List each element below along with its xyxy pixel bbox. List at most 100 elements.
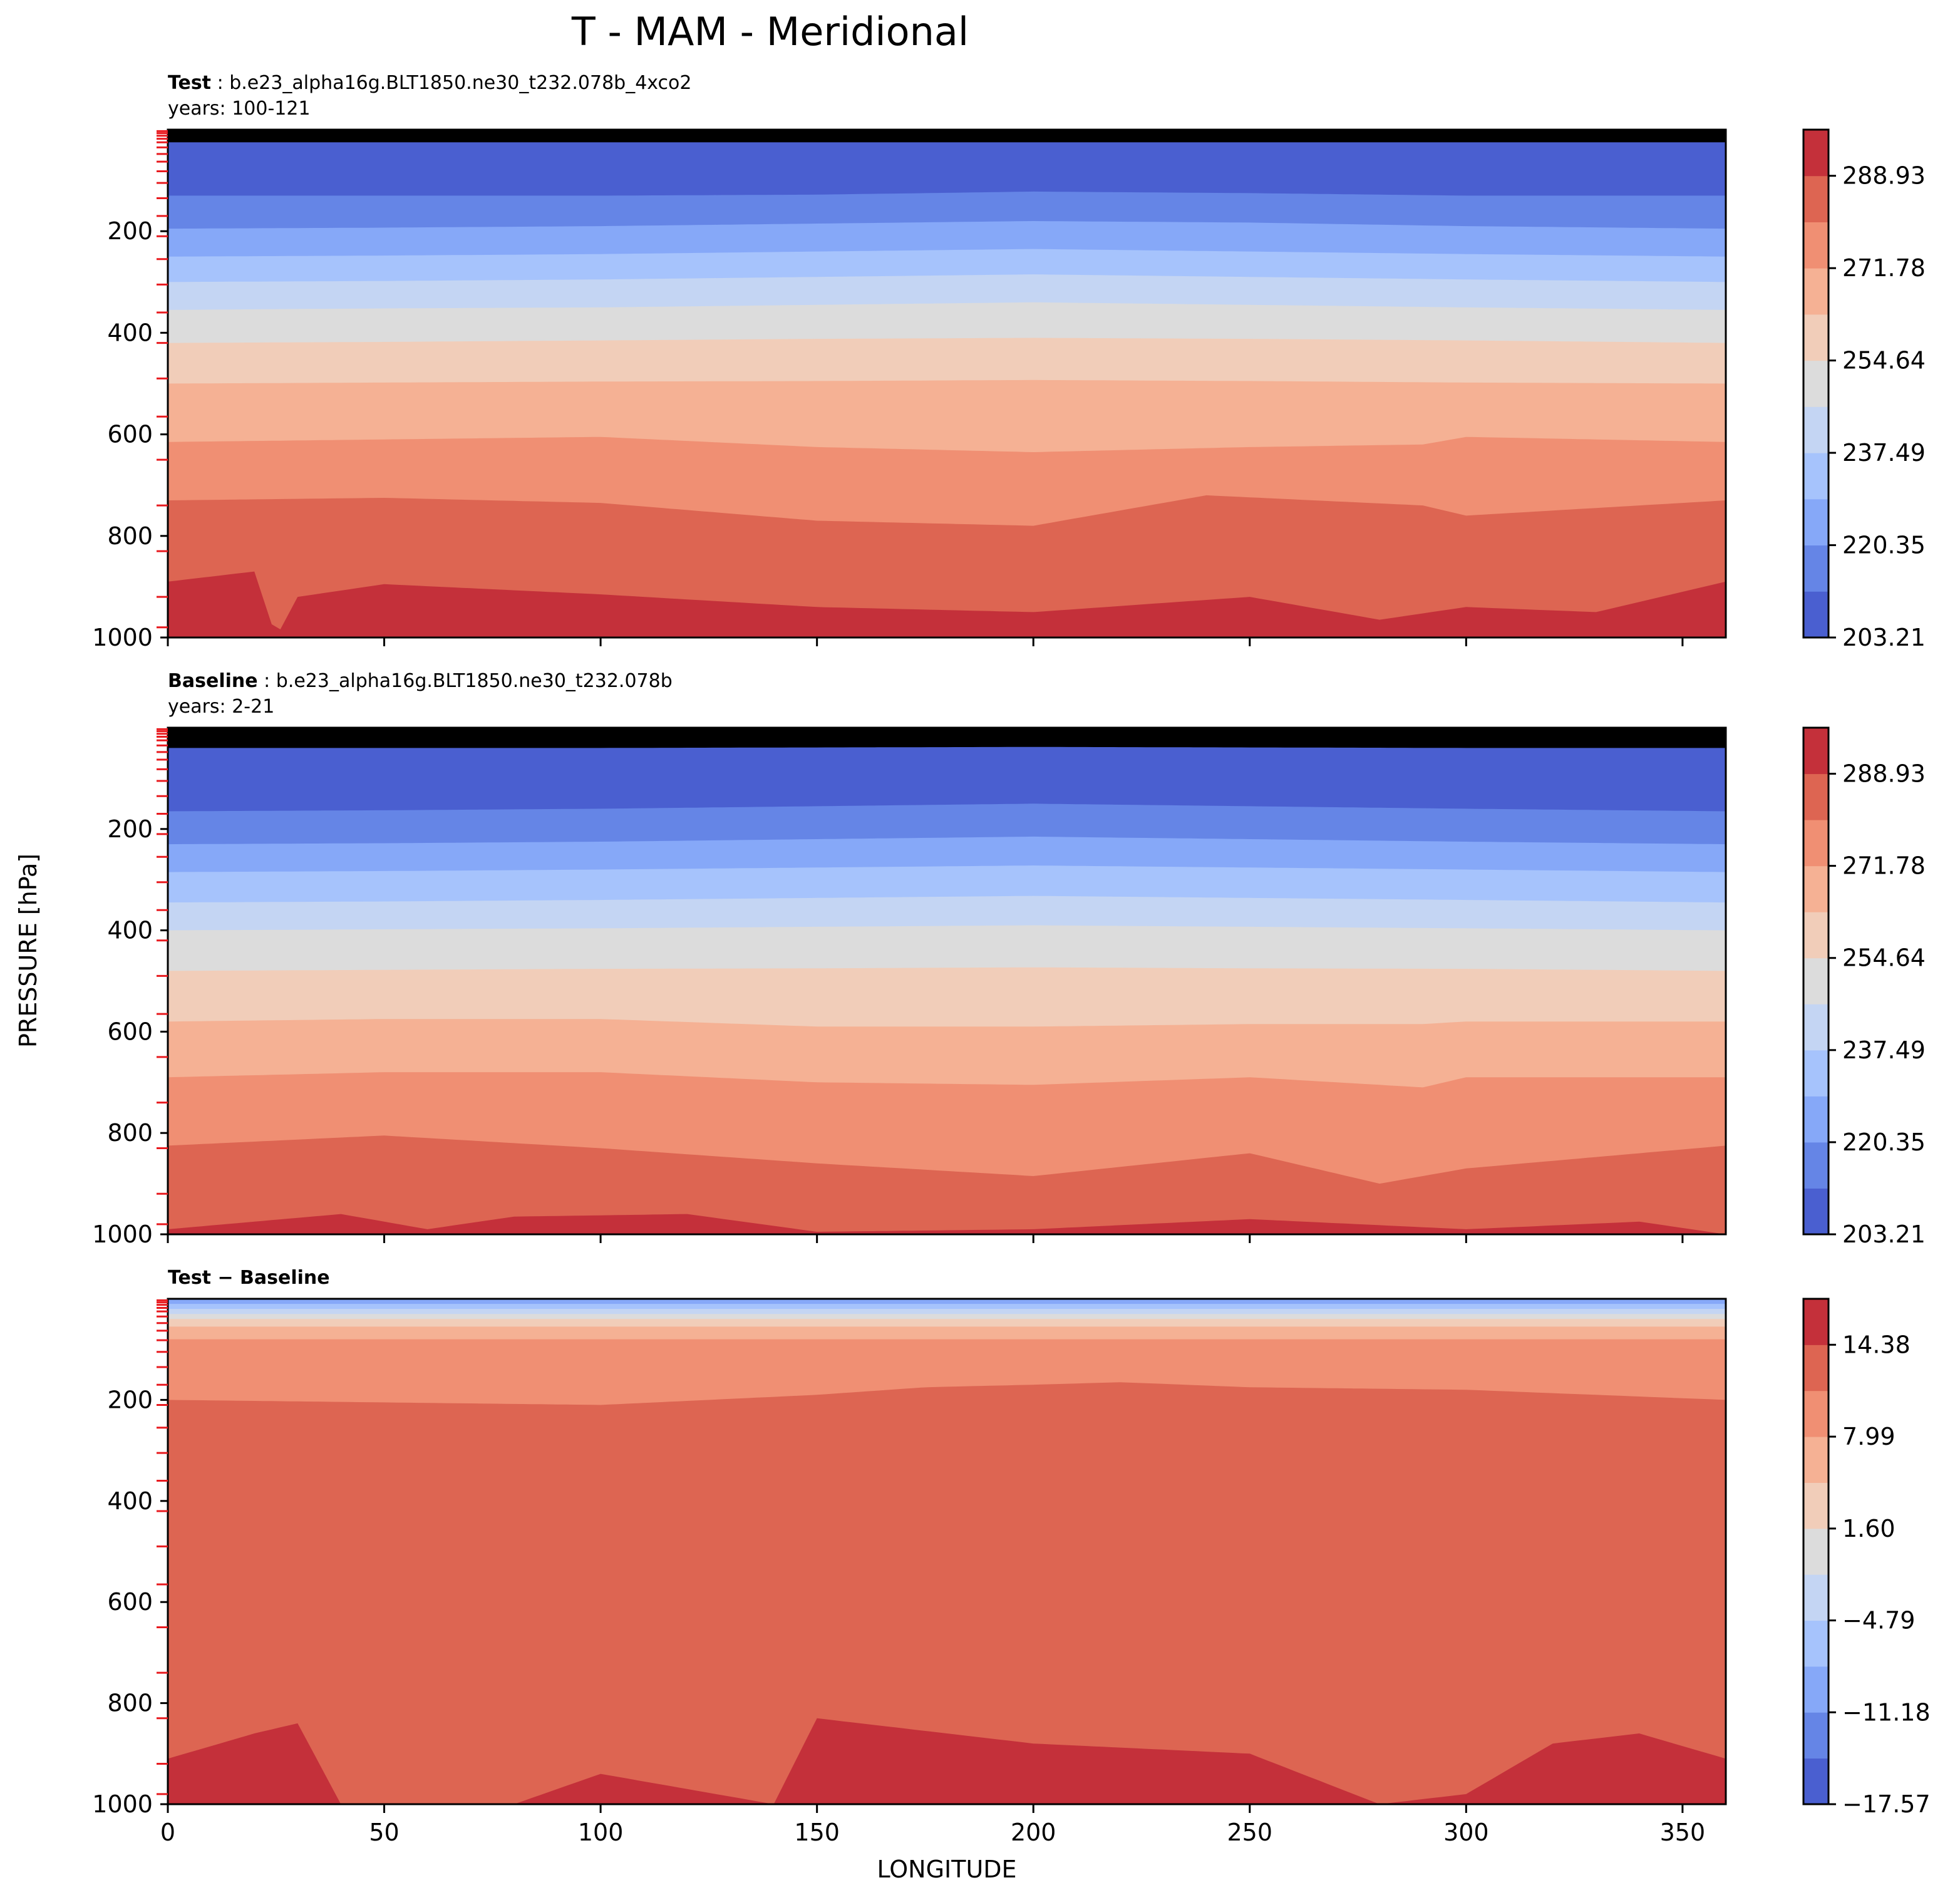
colorbar-segment [1803, 453, 1828, 500]
colorbar-tick-label: 1.60 [1842, 1515, 1896, 1542]
contour-band [168, 571, 1726, 638]
colorbar-segment [1803, 222, 1828, 269]
panel-difference: Test − Baseline 200 400 600 800 1000 0 50 100 150… [92, 1267, 1930, 1846]
colorbar-segment [1803, 1482, 1828, 1529]
colorbar-tick-label: 254.64 [1842, 347, 1926, 374]
colorbar-segment [1803, 1004, 1828, 1051]
y-tick-label: 1000 [92, 624, 153, 651]
contour-band [168, 1382, 1726, 1804]
colorbar-segment [1803, 1390, 1828, 1437]
x-axis-label: LONGITUDE [877, 1856, 1016, 1883]
colorbar-tick-label: 14.38 [1842, 1331, 1911, 1358]
colorbar-segment [1803, 1620, 1828, 1667]
colorbar-tick-label: −11.18 [1842, 1698, 1931, 1726]
colorbar-frame [1802, 1298, 1830, 1805]
colorbar-tick-label: 220.35 [1842, 1128, 1926, 1156]
y-tick-label: 800 [107, 522, 153, 550]
colorbar-segment [1803, 1299, 1828, 1345]
x-tick-label: 100 [578, 1819, 624, 1846]
panel-label-case: : b.e23_alpha16g.BLT1850.ne30_t232.078b [258, 670, 673, 692]
colorbar-segment [1803, 545, 1828, 592]
panel-years: years: 2-21 [168, 696, 274, 718]
colorbar-segment [1803, 1050, 1828, 1097]
colorbar-tick-label: 271.78 [1842, 852, 1926, 880]
colorbar-tick-label: 288.93 [1842, 760, 1926, 788]
panel-label: Test − Baseline [168, 1267, 330, 1289]
colorbar-tick-label: 220.35 [1842, 532, 1926, 559]
colorbar-tick-label: 237.49 [1842, 439, 1926, 467]
colorbar-tick-label: 271.78 [1842, 254, 1926, 282]
colorbar-segment [1803, 175, 1828, 222]
plot-frame [167, 726, 1727, 1236]
colorbar-segment [1803, 1528, 1828, 1575]
colorbar-tick-label: 237.49 [1842, 1036, 1926, 1064]
colorbar-segment [1803, 1437, 1828, 1483]
panel-label: Test : b.e23_alpha16g.BLT1850.ne30_t232.… [168, 72, 691, 94]
colorbar-segment [1803, 360, 1828, 407]
y-tick-label: 600 [107, 421, 153, 448]
colorbar-segment [1803, 912, 1828, 959]
y-tick-label: 200 [107, 217, 153, 245]
y-tick-label: 1000 [92, 1790, 153, 1818]
colorbar-frame [1802, 726, 1830, 1236]
colorbar-segment [1803, 268, 1828, 315]
x-tick-label: 150 [794, 1819, 840, 1846]
colorbar-segment [1803, 1142, 1828, 1189]
contour-band [168, 1718, 1726, 1804]
y-tick-label: 400 [107, 917, 153, 944]
colorbar-frame [1802, 128, 1830, 639]
panel-label-bold: Test − Baseline [168, 1267, 330, 1289]
y-tick-label: 800 [107, 1119, 153, 1147]
x-tick-label: 200 [1011, 1819, 1056, 1846]
y-tick-label: 800 [107, 1690, 153, 1717]
colorbar-segment [1803, 1574, 1828, 1621]
contour-band [168, 1135, 1726, 1234]
plot-frame [167, 1298, 1727, 1805]
colorbar-tick-label: 254.64 [1842, 944, 1926, 972]
colorbar-segment [1803, 591, 1828, 638]
panel-baseline: Baseline : b.e23_alpha16g.BLT1850.ne30_t… [92, 670, 1926, 1248]
y-tick-label: 200 [107, 815, 153, 843]
colorbar-segment [1803, 820, 1828, 867]
colorbar-segment [1803, 1345, 1828, 1391]
y-tick-label: 400 [107, 319, 153, 346]
x-tick-label: 50 [369, 1819, 399, 1846]
contour-band [168, 1214, 1726, 1234]
figure-title: T - MAM - Meridional [571, 9, 969, 54]
panel-years: years: 100-121 [168, 98, 311, 120]
y-tick-label: 600 [107, 1018, 153, 1045]
y-tick-label: 200 [107, 1386, 153, 1413]
colorbar-tick-label: −4.79 [1842, 1607, 1915, 1634]
panel-test: Test : b.e23_alpha16g.BLT1850.ne30_t232.… [92, 72, 1926, 651]
y-tick-label: 600 [107, 1588, 153, 1616]
colorbar-tick-label: 203.21 [1842, 1221, 1926, 1248]
colorbar-segment [1803, 865, 1828, 912]
colorbar-tick-label: 203.21 [1842, 624, 1926, 651]
y-axis-label: PRESSURE [hPa] [14, 854, 42, 1048]
colorbar-segment [1803, 406, 1828, 453]
colorbar-tick-label: 7.99 [1842, 1423, 1896, 1450]
x-tick-label: 250 [1227, 1819, 1273, 1846]
panel-label: Baseline : b.e23_alpha16g.BLT1850.ne30_t… [168, 670, 673, 692]
colorbar-segment [1803, 1666, 1828, 1713]
colorbar-segment [1803, 314, 1828, 361]
plot-frame [167, 128, 1727, 639]
x-tick-label: 300 [1443, 1819, 1489, 1846]
colorbar-segment [1803, 1712, 1828, 1759]
colorbar-segment [1803, 130, 1828, 177]
x-tick-label: 0 [160, 1819, 175, 1846]
panel-label-bold: Baseline [168, 670, 258, 692]
colorbar-segment [1803, 773, 1828, 820]
colorbar-tick-label: 288.93 [1842, 162, 1926, 190]
colorbar-segment [1803, 1188, 1828, 1235]
panel-label-case: : b.e23_alpha16g.BLT1850.ne30_t232.078b_… [211, 72, 691, 94]
colorbar-segment [1803, 1096, 1828, 1143]
colorbar-tick-label: −17.57 [1842, 1790, 1931, 1818]
panel-label-bold: Test [168, 72, 211, 94]
colorbar-segment [1803, 958, 1828, 1004]
y-tick-label: 1000 [92, 1221, 153, 1248]
colorbar-segment [1803, 728, 1828, 775]
colorbar-segment [1803, 1758, 1828, 1805]
colorbar-segment [1803, 498, 1828, 546]
